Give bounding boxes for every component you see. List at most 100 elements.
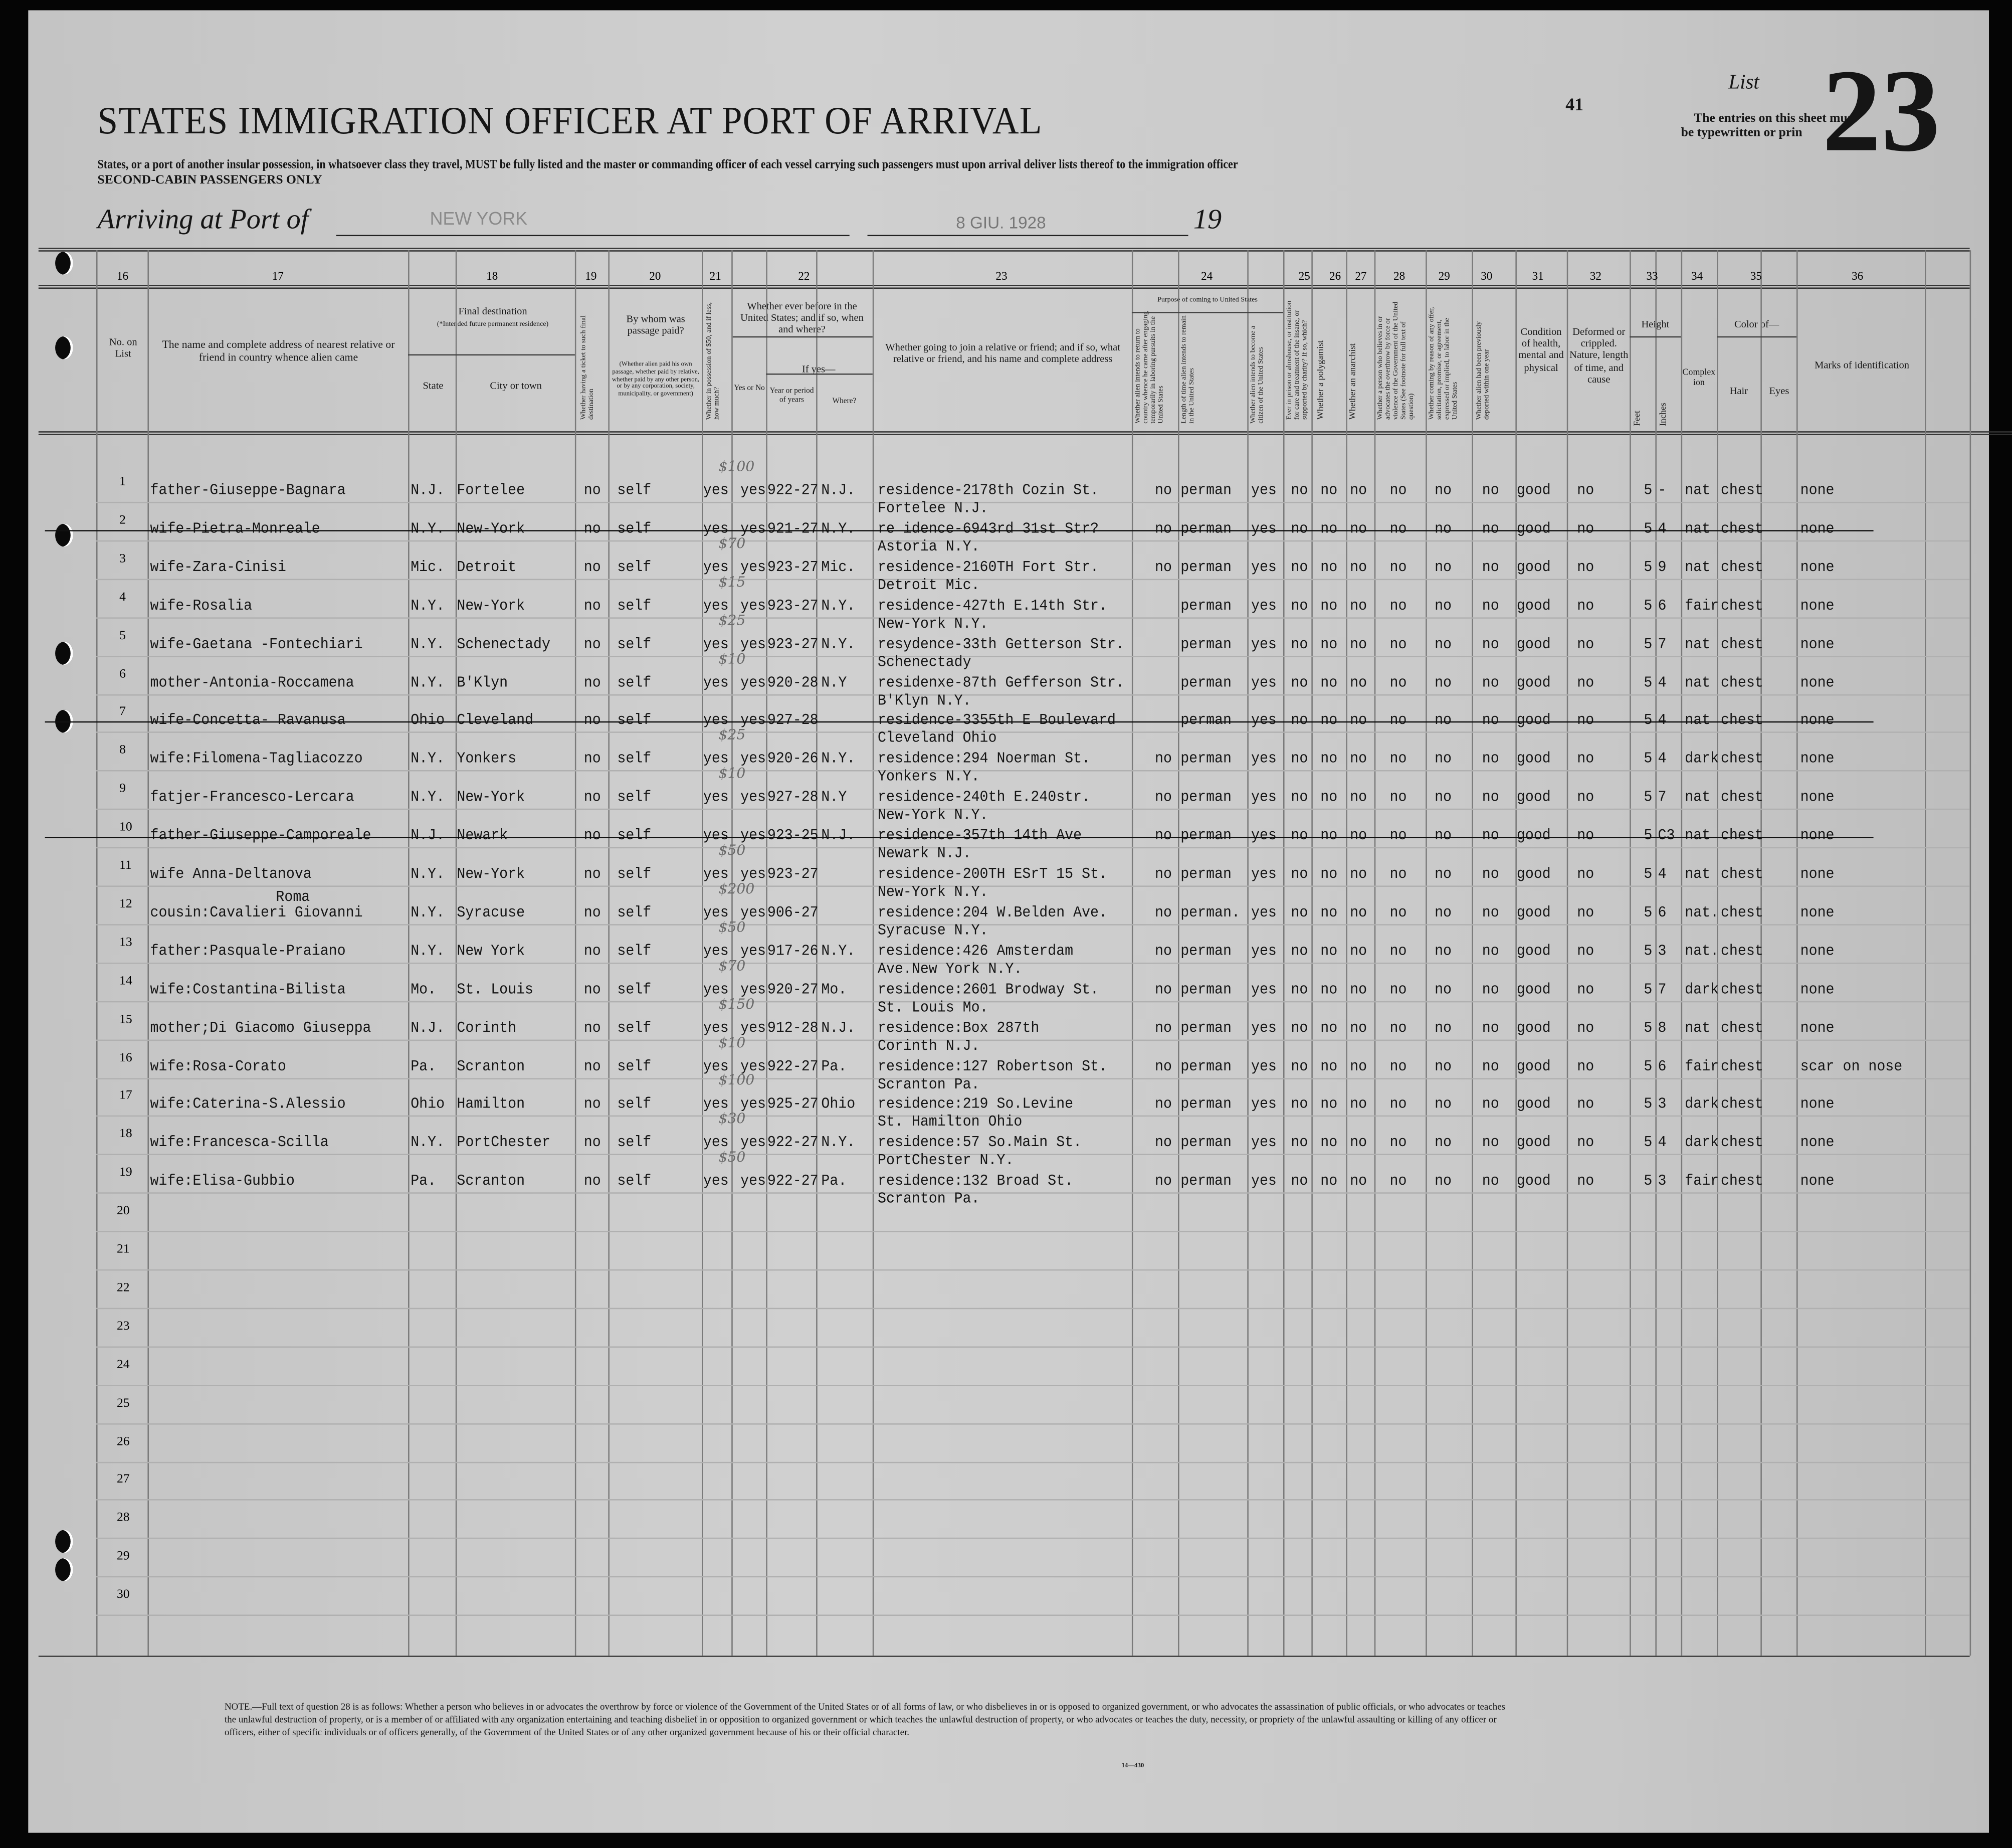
cell-c27: no [1350, 1095, 1367, 1114]
cell-where: N.Y. [821, 635, 856, 653]
cell-relative: father-Giuseppe-Camporeale [150, 826, 371, 845]
cell-relative: wife:Elisa-Gubbio [150, 1172, 295, 1190]
cell-city: Corinth [457, 1018, 517, 1037]
cell-deformed: no [1577, 1095, 1594, 1114]
cell-before: yes [740, 1134, 766, 1152]
column-divider [1346, 250, 1347, 1656]
cell-c29: no [1435, 1172, 1452, 1190]
column-number: 27 [1355, 269, 1367, 283]
row-number: 25 [116, 1396, 130, 1410]
cell-relative: fatjer-Francesco-Lercara [150, 788, 354, 807]
cell-c29: no [1435, 1018, 1452, 1037]
cell-city: Syracuse [457, 903, 525, 921]
cell-join1: residenxe-87th Gefferson Str. [878, 673, 1124, 691]
cell-c25: no [1291, 942, 1308, 960]
row-rule [96, 540, 1970, 542]
cell-c30: no [1482, 596, 1499, 615]
header-subdivider [408, 354, 575, 356]
cell-before: yes [740, 788, 766, 807]
cell-join1: re idence-6943rd 31st Str? [878, 519, 1099, 538]
cell-c30: no [1482, 635, 1499, 653]
cell-c28: no [1389, 788, 1407, 807]
cell-c27: no [1350, 788, 1367, 807]
cell-deformed: no [1577, 711, 1594, 730]
row-number: 6 [119, 666, 126, 681]
cell-feet: 5 [1644, 865, 1653, 883]
cell-length: perman [1180, 1095, 1232, 1114]
cell-ticket: no [583, 980, 601, 998]
header-c23: Whether going to join a relative or frie… [885, 341, 1120, 365]
cell-join2: Scranton Pa. [878, 1075, 980, 1093]
header-c19: Whether having a ticket to such final de… [580, 315, 595, 420]
cell-ticket: no [583, 865, 601, 883]
cell-complexion: fair [1685, 1057, 1719, 1075]
cell-feet: 5 [1644, 558, 1653, 576]
cell-deformed: no [1577, 788, 1594, 807]
cell-before: yes [740, 903, 766, 921]
row-number: 7 [119, 705, 126, 719]
cell-feet: 5 [1644, 1018, 1653, 1037]
cell-join1: residence-200TH ESrT 15 St. [878, 865, 1107, 883]
cell-health: good [1516, 673, 1551, 691]
cell-deformed: no [1577, 596, 1594, 615]
row-rule [96, 1116, 1970, 1118]
cell-state: Pa. [411, 1172, 437, 1190]
cell-before: yes [740, 1018, 766, 1037]
column-divider [1283, 250, 1285, 1656]
cell-health: good [1516, 711, 1551, 730]
cell-where: N.Y [821, 673, 847, 691]
cell-length: perman [1180, 865, 1232, 883]
cell-years: 912-28 [767, 1018, 819, 1037]
cell-state: Ohio [411, 1095, 445, 1114]
cell-join2: New-York N.Y. [878, 883, 988, 901]
cell-c27: no [1350, 673, 1367, 691]
row-rule [96, 617, 1970, 619]
cell-inches: 4 [1658, 519, 1667, 538]
cell-paid: self [617, 1172, 652, 1190]
header-c24-return: Whether alien intends to return to count… [1134, 311, 1165, 424]
cell-complexion: nat [1685, 519, 1711, 538]
header-c31: Condition of health, mental and physical [1518, 326, 1564, 373]
cell-length: perman [1180, 635, 1232, 653]
header-c18-state: State [423, 380, 444, 392]
cell-join2: B'Klyn N.Y. [878, 691, 971, 709]
cell-deformed: no [1577, 942, 1594, 960]
page-title: STATES IMMIGRATION OFFICER AT PORT OF AR… [97, 100, 1043, 143]
cell-relative: wife-Zara-Cinisi [150, 558, 286, 576]
cell-inches: 9 [1658, 558, 1667, 576]
punch-hole [55, 709, 73, 733]
row-rule [96, 1154, 1970, 1156]
cell-c26: no [1320, 673, 1338, 691]
cell-ticket: no [583, 1018, 601, 1037]
column-divider [574, 250, 576, 1656]
cell-c29: no [1435, 788, 1452, 807]
page-number: 41 [1565, 96, 1584, 116]
year-prefix: 19 [1193, 203, 1222, 235]
cell-c26: no [1320, 1095, 1338, 1114]
cell-join1: residence:Box 287th [878, 1018, 1040, 1037]
row-rule [96, 770, 1970, 772]
cell-feet: 5 [1644, 673, 1653, 691]
header-c22-where: Where? [832, 398, 857, 406]
cell-paid: self [617, 1018, 652, 1037]
column-divider [1374, 250, 1376, 1656]
column-divider [1630, 250, 1631, 1656]
cell-complexion: nat [1685, 481, 1711, 499]
cell-return: no [1155, 942, 1172, 960]
column-number: 26 [1329, 269, 1341, 283]
cell-citizen: yes [1251, 481, 1277, 499]
cell-years: 922-27 [767, 1057, 819, 1075]
cell-ticket: no [583, 1134, 601, 1152]
cell-c26: no [1320, 1172, 1338, 1190]
cell-inches: 3 [1658, 1095, 1667, 1114]
cell-c27: no [1350, 596, 1367, 615]
cell-city: Hamilton [457, 1095, 525, 1114]
column-divider [1515, 250, 1517, 1656]
cell-before: yes [740, 673, 766, 691]
cell-hair: chest [1720, 596, 1763, 615]
cell-relative: wife:Rosa-Corato [150, 1057, 286, 1075]
cell-join1: residence:132 Broad St. [878, 1172, 1074, 1190]
cell-complexion: nat [1685, 635, 1711, 653]
cell-join2: Schenectady [878, 653, 971, 671]
cell-c27: no [1350, 903, 1367, 921]
